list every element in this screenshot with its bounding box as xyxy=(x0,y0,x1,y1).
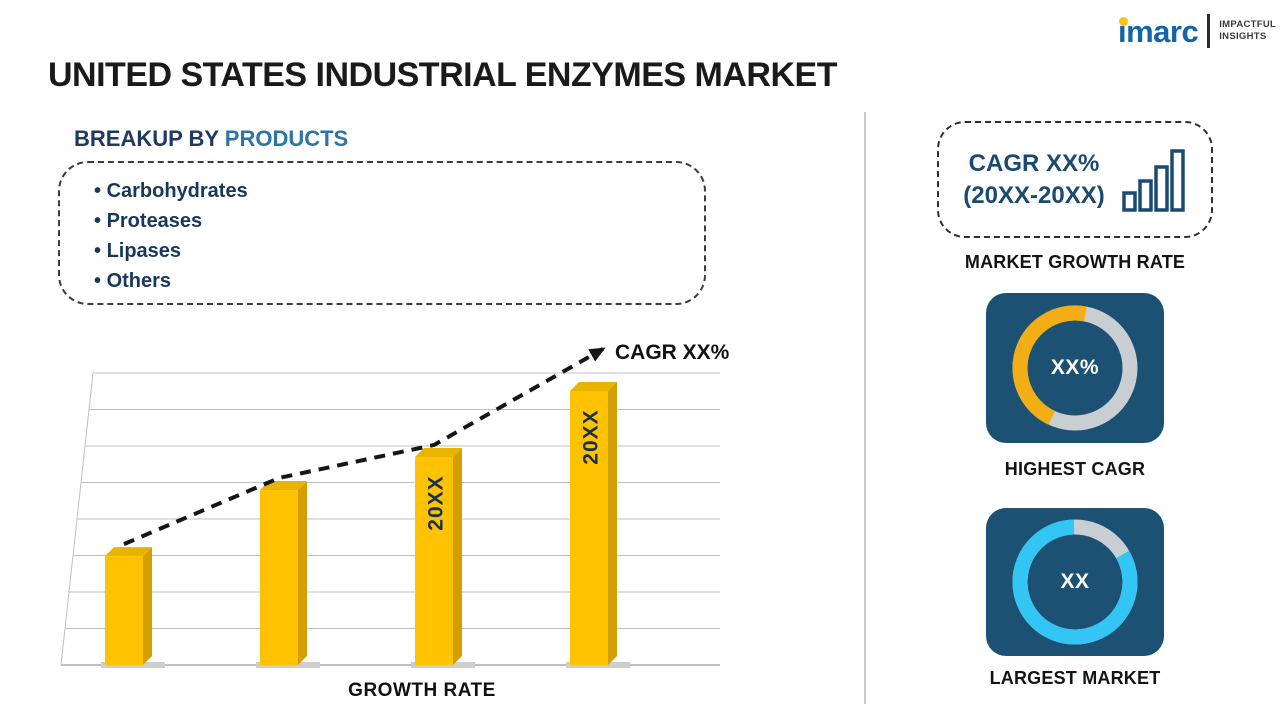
growth-bar-chart-svg: 20XX 20XX xyxy=(60,347,720,668)
section-divider xyxy=(864,112,866,704)
growth-box-line2: (20XX-20XX) xyxy=(963,181,1105,209)
product-item: Proteases xyxy=(94,206,704,236)
bar-3 xyxy=(570,391,608,665)
bar-chart-icon-bar4 xyxy=(1169,148,1185,212)
imarc-logo-wordmark: imarc xyxy=(1118,13,1199,49)
breakup-heading-accent: PRODUCTS xyxy=(224,126,349,151)
trend-arrow xyxy=(123,347,606,546)
largest-market-donut-chart xyxy=(1012,519,1138,645)
bar-0 xyxy=(105,556,143,665)
bar-side-face xyxy=(298,481,307,665)
breakup-heading-prefix: BREAKUP BY xyxy=(74,126,225,151)
bar-chart-icon-bar3 xyxy=(1153,164,1169,212)
bar-chart-icon-bar2 xyxy=(1137,178,1153,212)
bar-top-face xyxy=(570,382,617,391)
imarc-brand-text: imarc xyxy=(1118,13,1199,49)
logo-tagline-line2: INSIGHTS xyxy=(1219,31,1267,42)
cagr-annotation: CAGR XX% xyxy=(615,341,730,364)
bar-side-face xyxy=(608,382,617,665)
bar-top-face xyxy=(415,448,462,457)
products-list-box: Carbohydrates Proteases Lipases Others xyxy=(58,161,706,305)
bar-top-face xyxy=(105,547,152,557)
logo-tagline-line1: IMPACTFUL xyxy=(1219,18,1277,30)
bar-chart-icon-bar1 xyxy=(1121,190,1137,212)
bar-2 xyxy=(415,457,453,665)
bar-side-face xyxy=(143,547,152,665)
logo-divider xyxy=(1207,14,1211,48)
growth-bar-chart: 20XX 20XX xyxy=(55,335,755,675)
growth-box-line1: CAGR XX% xyxy=(968,150,1100,178)
product-item: Carbohydrates xyxy=(94,176,704,206)
largest-market-value: XX xyxy=(1060,570,1090,593)
grid-left-edge xyxy=(60,372,94,666)
bar-side-face xyxy=(453,448,462,665)
bar-label: 20XX xyxy=(424,475,447,530)
highest-cagr-label: HIGHEST CAGR xyxy=(1004,459,1146,479)
imarc-logo-yellow-dot-icon xyxy=(1119,16,1128,26)
product-item: Others xyxy=(94,266,704,296)
growth-box-text: CAGR XX% (20XX-20XX) xyxy=(963,148,1104,210)
bar-label: 20XX xyxy=(579,409,602,464)
products-list: Carbohydrates Proteases Lipases Others xyxy=(94,176,704,296)
product-item: Lipases xyxy=(94,236,704,266)
highest-cagr-donut-chart xyxy=(1012,305,1138,431)
bar-1 xyxy=(260,490,298,665)
page-title: UNITED STATES INDUSTRIAL ENZYMES MARKET xyxy=(48,56,837,94)
largest-market-label: LARGEST MARKET xyxy=(989,668,1161,688)
logo-tagline: IMPACTFUL INSIGHTS xyxy=(1219,19,1276,44)
largest-market-card: XX xyxy=(986,508,1164,656)
highest-cagr-card: XX% xyxy=(986,293,1164,443)
imarc-logo: imarc IMPACTFUL INSIGHTS xyxy=(1118,14,1276,48)
market-growth-rate-box: CAGR XX% (20XX-20XX) xyxy=(937,121,1213,238)
market-growth-rate-label: MARKET GROWTH RATE xyxy=(964,252,1186,272)
donut-arc-yellow xyxy=(1012,305,1138,431)
highest-cagr-value: XX% xyxy=(1050,356,1100,379)
x-axis-label: GROWTH RATE xyxy=(348,680,496,701)
bar-chart-icon xyxy=(1121,148,1185,212)
breakup-heading: BREAKUP BY PRODUCTS xyxy=(74,126,348,152)
